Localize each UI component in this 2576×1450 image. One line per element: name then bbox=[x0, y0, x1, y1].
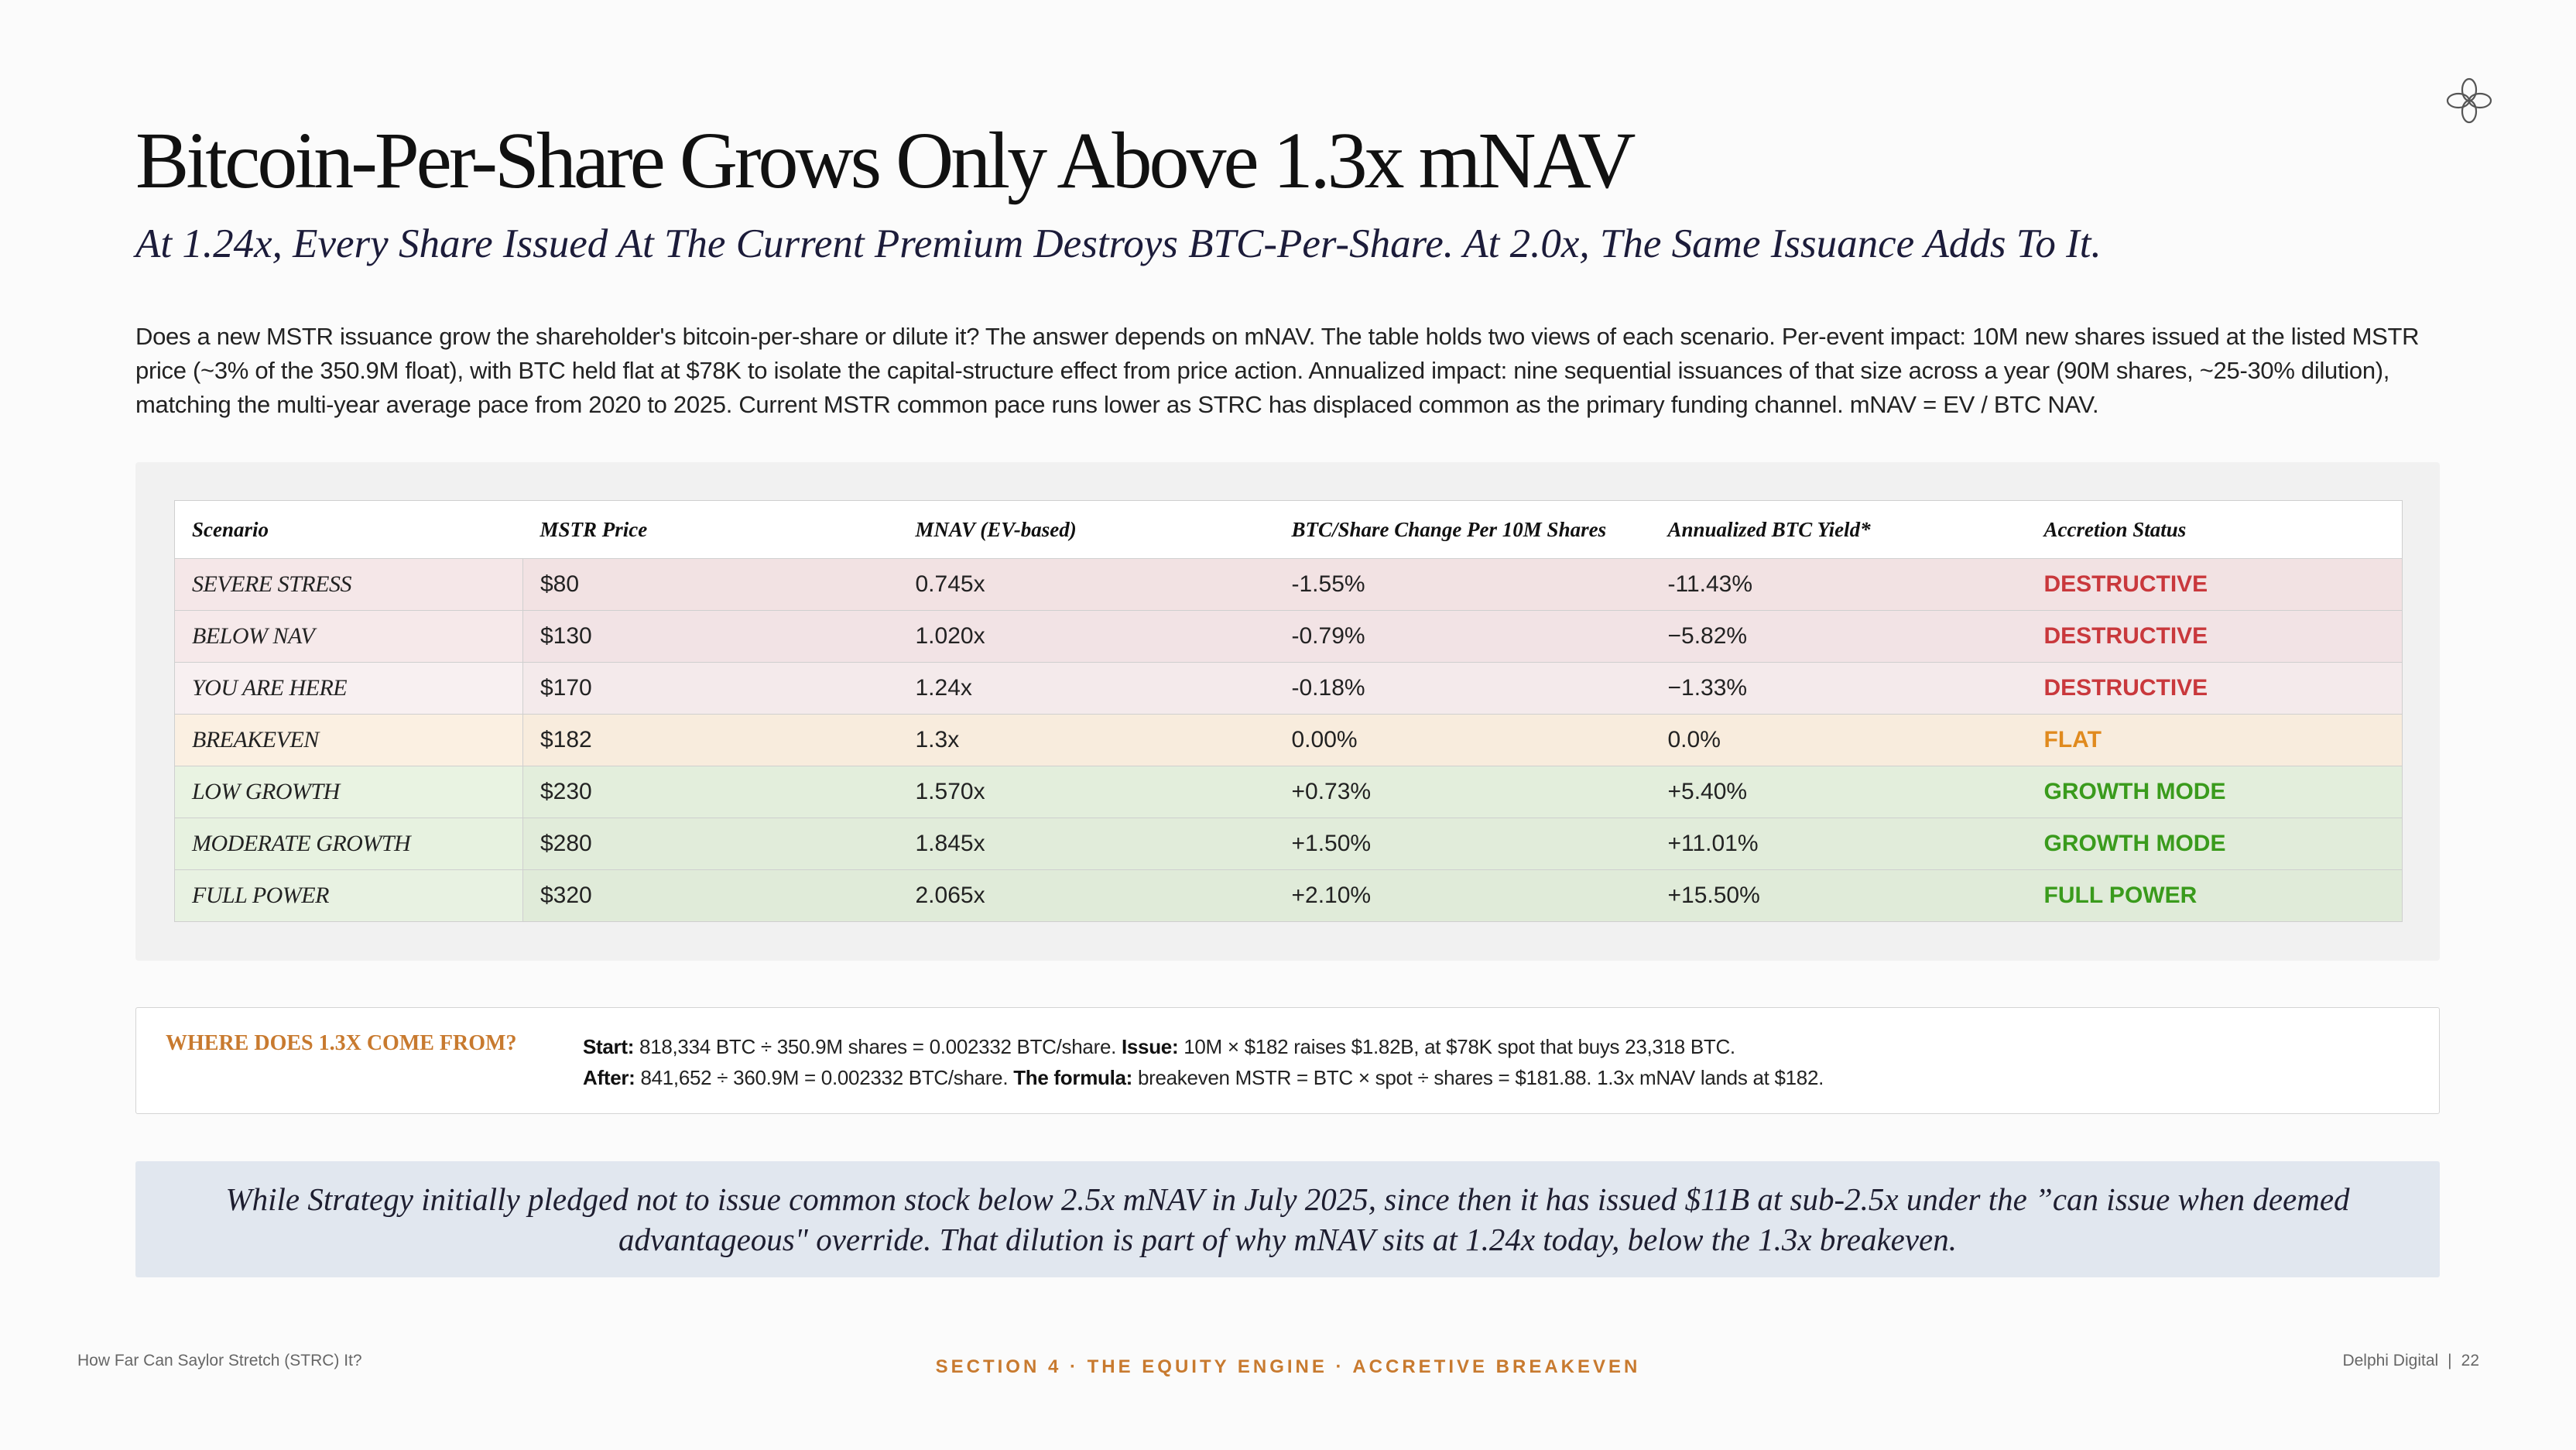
footer-section-label: SECTION 4 · THE EQUITY ENGINE · ACCRETIV… bbox=[935, 1356, 1641, 1377]
cell-scenario: FULL POWER bbox=[174, 869, 523, 922]
cell-scenario: MODERATE GROWTH bbox=[174, 818, 523, 870]
page-subtitle: At 1.24x, Every Share Issued At The Curr… bbox=[135, 221, 2102, 266]
explainer-label: WHERE DOES 1.3X COME FROM? bbox=[166, 1031, 517, 1055]
formula-text: breakeven MSTR = BTC × spot ÷ shares = $… bbox=[1132, 1066, 1824, 1089]
cell-accretion-status: DESTRUCTIVE bbox=[2026, 610, 2403, 663]
cell-mstr-price: $280 bbox=[522, 818, 899, 870]
page-number: 22 bbox=[2461, 1352, 2479, 1369]
header-scenario: Scenario bbox=[174, 500, 523, 559]
footer-separator: | bbox=[2448, 1352, 2452, 1369]
cell-btc-share-change: +1.50% bbox=[1274, 818, 1651, 870]
cell-scenario: BELOW NAV bbox=[174, 610, 523, 663]
cell-mstr-price: $320 bbox=[522, 869, 899, 922]
table-body: SEVERE STRESS $80 0.745x -1.55% -11.43% DESTR… bbox=[174, 558, 2403, 922]
breakeven-explainer-box: WHERE DOES 1.3X COME FROM? Start: 818,33… bbox=[135, 1007, 2440, 1114]
footer-brand: Delphi Digital bbox=[2342, 1352, 2439, 1369]
issue-label: Issue: bbox=[1121, 1035, 1179, 1058]
scenario-table: Scenario MSTR Price MNAV (EV-based) BTC/… bbox=[174, 500, 2403, 922]
cell-accretion-status: GROWTH MODE bbox=[2026, 766, 2403, 818]
cell-mstr-price: $130 bbox=[522, 610, 899, 663]
cell-annualized-yield: +11.01% bbox=[1650, 818, 2027, 870]
intro-paragraph: Does a new MSTR issuance grow the shareh… bbox=[135, 323, 2420, 418]
header-mstr-price: MSTR Price bbox=[522, 500, 899, 559]
issue-text: 10M × $182 raises $1.82B, at $78K spot t… bbox=[1178, 1035, 1735, 1058]
after-label: After: bbox=[583, 1066, 635, 1089]
footer-report-title: How Far Can Saylor Stretch (STRC) It? bbox=[77, 1352, 362, 1369]
header-annualized-yield: Annualized BTC Yield* bbox=[1650, 500, 2027, 559]
cell-accretion-status: DESTRUCTIVE bbox=[2026, 558, 2403, 611]
start-text: 818,334 BTC ÷ 350.9M shares = 0.002332 B… bbox=[634, 1035, 1122, 1058]
header-btc-share-change: BTC/Share Change Per 10M Shares bbox=[1274, 500, 1651, 559]
cell-accretion-status: DESTRUCTIVE bbox=[2026, 662, 2403, 715]
table-row: BREAKEVEN $182 1.3x 0.00% 0.0% FLAT bbox=[174, 714, 2403, 766]
cell-mstr-price: $182 bbox=[522, 714, 899, 766]
cell-annualized-yield: 0.0% bbox=[1650, 714, 2027, 766]
cell-mnav: 1.020x bbox=[898, 610, 1275, 663]
table-row: MODERATE GROWTH $280 1.845x +1.50% +11.01% GR… bbox=[174, 818, 2403, 870]
header-accretion-status: Accretion Status bbox=[2026, 500, 2403, 559]
table-row: LOW GROWTH $230 1.570x +0.73% +5.40% GROWTH M… bbox=[174, 766, 2403, 818]
table-row: FULL POWER $320 2.065x +2.10% +15.50% FULL PO… bbox=[174, 869, 2403, 922]
cell-mnav: 1.570x bbox=[898, 766, 1275, 818]
cell-mnav: 1.3x bbox=[898, 714, 1275, 766]
cell-scenario: YOU ARE HERE bbox=[174, 662, 523, 715]
explainer-text: Start: 818,334 BTC ÷ 350.9M shares = 0.0… bbox=[583, 1031, 1824, 1093]
cell-mnav: 0.745x bbox=[898, 558, 1275, 611]
cell-accretion-status: GROWTH MODE bbox=[2026, 818, 2403, 870]
cell-scenario: LOW GROWTH bbox=[174, 766, 523, 818]
cell-mnav: 1.24x bbox=[898, 662, 1275, 715]
cell-scenario: BREAKEVEN bbox=[174, 714, 523, 766]
cell-mnav: 1.845x bbox=[898, 818, 1275, 870]
cell-btc-share-change: 0.00% bbox=[1274, 714, 1651, 766]
table-row: YOU ARE HERE $170 1.24x -0.18% −1.33% DESTRUC… bbox=[174, 662, 2403, 715]
start-label: Start: bbox=[583, 1035, 635, 1058]
table-row: BELOW NAV $130 1.020x -0.79% −5.82% DESTRUCTI… bbox=[174, 610, 2403, 663]
cell-accretion-status: FULL POWER bbox=[2026, 869, 2403, 922]
explainer-line-1: Start: 818,334 BTC ÷ 350.9M shares = 0.0… bbox=[583, 1031, 1824, 1062]
table-header-row: Scenario MSTR Price MNAV (EV-based) BTC/… bbox=[174, 500, 2403, 559]
cell-annualized-yield: +15.50% bbox=[1650, 869, 2027, 922]
cell-mstr-price: $230 bbox=[522, 766, 899, 818]
cell-annualized-yield: -11.43% bbox=[1650, 558, 2027, 611]
cell-annualized-yield: +5.40% bbox=[1650, 766, 2027, 818]
callout-quote: While Strategy initially pledged not to … bbox=[135, 1161, 2440, 1277]
cell-mstr-price: $80 bbox=[522, 558, 899, 611]
cell-mstr-price: $170 bbox=[522, 662, 899, 715]
cell-btc-share-change: +0.73% bbox=[1274, 766, 1651, 818]
explainer-line-2: After: 841,652 ÷ 360.9M = 0.002332 BTC/s… bbox=[583, 1062, 1824, 1093]
cell-btc-share-change: -0.79% bbox=[1274, 610, 1651, 663]
cell-mnav: 2.065x bbox=[898, 869, 1275, 922]
cell-annualized-yield: −1.33% bbox=[1650, 662, 2027, 715]
table-row: SEVERE STRESS $80 0.745x -1.55% -11.43% DESTR… bbox=[174, 558, 2403, 611]
cell-accretion-status: FLAT bbox=[2026, 714, 2403, 766]
header-mnav: MNAV (EV-based) bbox=[898, 500, 1275, 559]
cell-btc-share-change: -0.18% bbox=[1274, 662, 1651, 715]
footer-brand-page: Delphi Digital | 22 bbox=[2342, 1352, 2479, 1370]
after-text: 841,652 ÷ 360.9M = 0.002332 BTC/share. bbox=[635, 1066, 1014, 1089]
cell-btc-share-change: +2.10% bbox=[1274, 869, 1651, 922]
callout-quote-text: While Strategy initially pledged not to … bbox=[225, 1181, 2350, 1257]
formula-label: The formula: bbox=[1013, 1066, 1133, 1089]
cell-annualized-yield: −5.82% bbox=[1650, 610, 2027, 663]
cell-scenario: SEVERE STRESS bbox=[174, 558, 523, 611]
cell-btc-share-change: -1.55% bbox=[1274, 558, 1651, 611]
page-title: Bitcoin-Per-Share Grows Only Above 1.3x … bbox=[135, 116, 1636, 205]
flower-logo-icon bbox=[2446, 77, 2492, 124]
